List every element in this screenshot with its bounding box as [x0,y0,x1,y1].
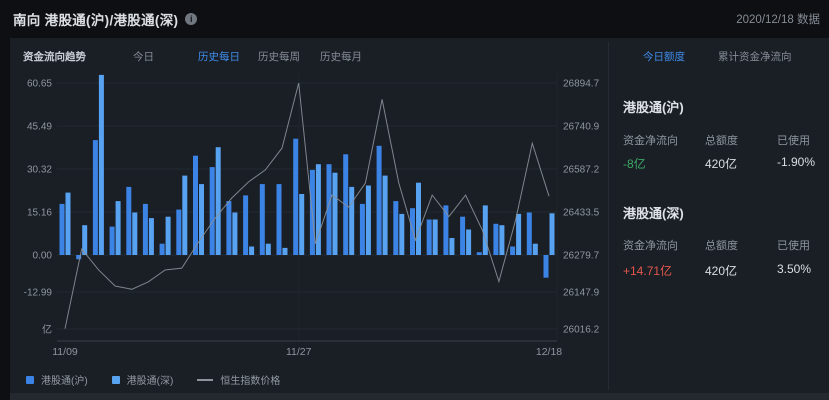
legend-sh[interactable]: 港股通(沪) [26,372,88,387]
sh-total-quota-label: 总额度 [705,135,738,147]
chart-legend: 港股通(沪) 港股通(深) 恒生指数价格 [26,372,280,387]
tab-today-quota[interactable]: 今日额度 [643,51,685,63]
section-title-sh: 港股通(沪) [623,100,684,115]
sz-labels-row: 资金净流向 总额度 已使用 [623,237,829,252]
sz-values-row: +14.71亿 420亿 3.50% [623,262,829,278]
capital-flow-trend-label: 资金流向趋势 [23,51,86,63]
legend-hsi[interactable]: 恒生指数价格 [197,372,280,387]
sh-used-label: 已使用 [777,135,810,147]
sz-net-inflow-value: +14.71亿 [623,264,673,278]
data-date-label: 2020/12/18 数据 [736,14,820,26]
legend-label: 港股通(沪) [41,376,88,387]
sh-labels-row: 资金净流向 总额度 已使用 [623,132,829,147]
sh-used-value: -1.90% [777,155,816,169]
legend-square-icon [111,375,120,384]
legend-line-icon [197,378,214,381]
tab-history-weekly[interactable]: 历史每周 [258,51,300,63]
vertical-divider [608,42,609,390]
page-title: 南向 港股通(沪)/港股通(深) [13,13,179,28]
sz-net-inflow-label: 资金净流向 [623,240,678,252]
bottom-edge [10,393,829,400]
capital-flow-card: 资金流向趋势 今日 历史每日 历史每周 历史每月 今日额度 累计资金净流向 港股通(沪)… [10,38,829,400]
sh-net-inflow-value: -8亿 [623,157,646,171]
tab-today[interactable]: 今日 [133,51,154,63]
tab-cumulative-net-inflow[interactable]: 累计资金净流向 [718,51,792,63]
tab-history-daily[interactable]: 历史每日 [198,51,240,63]
sh-total-quota-value: 420亿 [705,157,738,171]
section-title-sz: 港股通(深) [623,206,684,221]
tab-history-monthly[interactable]: 历史每月 [320,51,362,63]
sz-used-label: 已使用 [777,240,810,252]
sz-total-quota-value: 420亿 [705,264,738,278]
info-icon[interactable]: i [185,13,198,25]
sh-values-row: -8亿 420亿 -1.90% [623,155,829,171]
sz-total-quota-label: 总额度 [705,240,738,252]
legend-sz[interactable]: 港股通(深) [111,372,174,387]
legend-label: 恒生指数价格 [220,376,281,387]
sz-used-value: 3.50% [777,262,812,276]
sh-net-inflow-label: 资金净流向 [623,135,678,147]
legend-square-icon [26,375,34,384]
widget-header: 南向 港股通(沪)/港股通(深) i [0,0,829,38]
legend-label: 港股通(深) [126,376,174,387]
